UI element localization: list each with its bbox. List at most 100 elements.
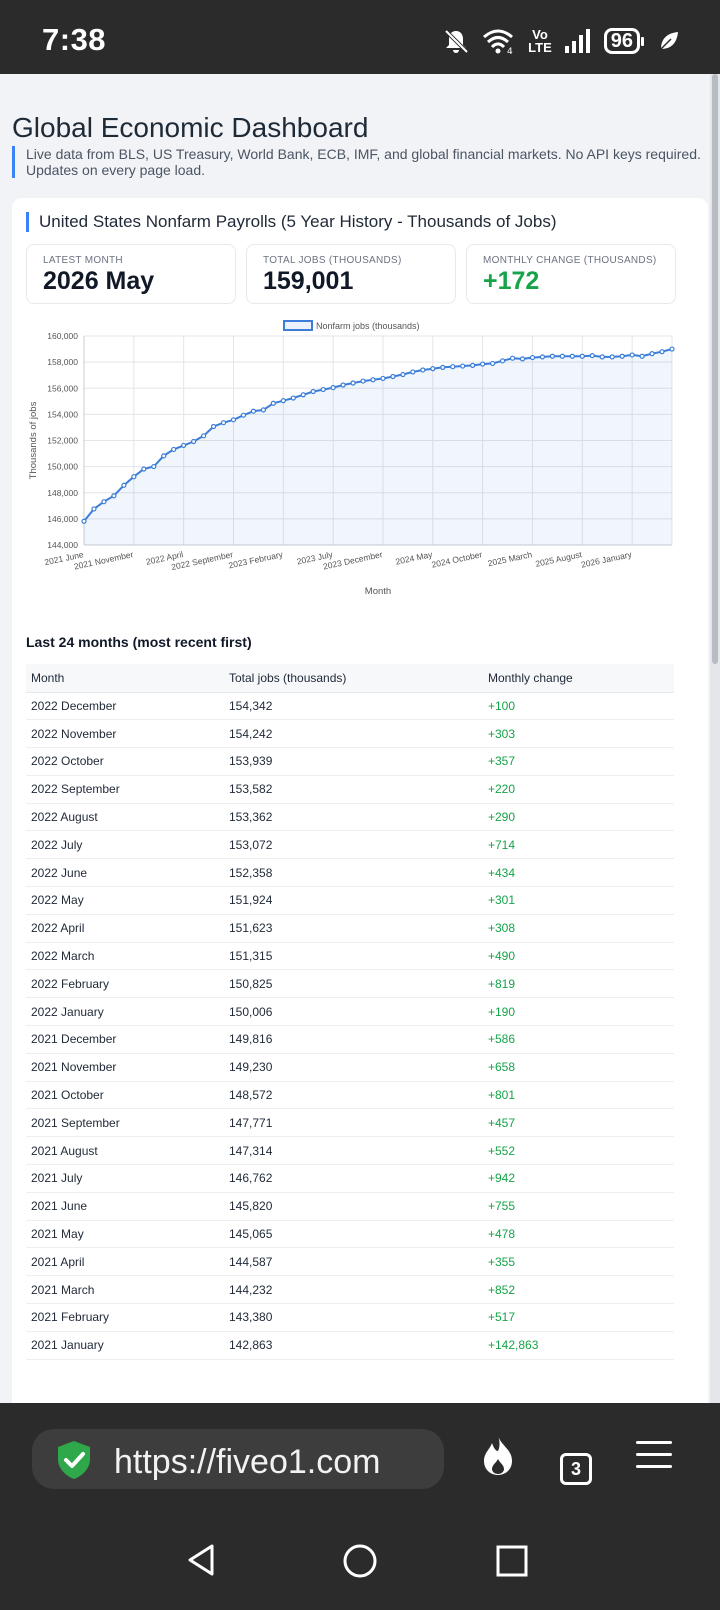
scrollbar-thumb[interactable] <box>712 74 718 664</box>
cell-total: 153,939 <box>224 747 483 776</box>
cell-total: 149,816 <box>224 1025 483 1054</box>
cell-month: 2022 July <box>26 830 224 860</box>
stat-label: LATEST MONTH <box>43 255 123 266</box>
cell-month: 2022 March <box>26 942 224 971</box>
table-row: 2021 January 142,863 +142,863 <box>26 1331 674 1360</box>
data-point <box>450 364 456 370</box>
table-row: 2022 January 150,006 +190 <box>26 997 674 1027</box>
data-point <box>290 395 296 401</box>
stat-value: 2026 May <box>43 267 155 295</box>
tab-count-button[interactable]: 3 <box>560 1453 592 1485</box>
stat-latest-month: LATEST MONTH 2026 May <box>26 244 236 304</box>
cell-total: 152,358 <box>224 858 483 888</box>
data-point <box>171 446 177 453</box>
back-icon[interactable] <box>186 1543 216 1577</box>
cell-total: 145,820 <box>224 1192 483 1221</box>
cell-change: +478 <box>483 1220 674 1249</box>
data-point <box>499 358 506 364</box>
url-bar[interactable]: https://fiveo1.com <box>32 1429 444 1489</box>
cell-change: +303 <box>483 719 674 749</box>
cell-change: +457 <box>483 1108 674 1138</box>
data-point <box>310 388 316 395</box>
fire-icon[interactable] <box>478 1433 518 1477</box>
table-row: 2022 October 153,939 +357 <box>26 747 674 776</box>
stat-value: +172 <box>483 267 540 295</box>
table-title: Last 24 months (most recent first) <box>26 634 252 650</box>
data-point <box>380 375 386 382</box>
cell-month: 2022 January <box>26 997 224 1027</box>
leaf-icon <box>660 32 678 50</box>
stat-monthly-change: MONTHLY CHANGE (THOUSANDS) +172 <box>466 244 676 304</box>
cell-month: 2021 January <box>26 1331 224 1360</box>
x-tick-label: 2023 February <box>228 549 285 570</box>
x-tick-label: 2024 May <box>395 549 434 567</box>
status-bar: 7:38 4 Vo LTE 96 <box>0 0 720 74</box>
stat-value: 159,001 <box>263 267 354 295</box>
cell-change: +355 <box>483 1247 674 1277</box>
recents-icon[interactable] <box>496 1545 528 1577</box>
table-row: 2021 April 144,587 +355 <box>26 1247 674 1277</box>
page-title: Global Economic Dashboard <box>12 112 369 143</box>
data-point <box>111 493 117 499</box>
cell-month: 2021 February <box>26 1303 224 1332</box>
table-row: 2021 October 148,572 +801 <box>26 1081 674 1110</box>
table-row: 2022 November 154,242 +303 <box>26 719 674 749</box>
stat-total-jobs: TOTAL JOBS (THOUSANDS) 159,001 <box>246 244 456 304</box>
cell-month: 2021 April <box>26 1247 224 1277</box>
cell-total: 146,762 <box>224 1164 483 1193</box>
browser-toolbar: https://fiveo1.com <box>0 1403 720 1513</box>
stat-label: TOTAL JOBS (THOUSANDS) <box>263 255 402 266</box>
data-point <box>539 354 546 360</box>
volte-icon: Vo LTE <box>528 27 552 55</box>
cell-month: 2022 June <box>26 858 224 888</box>
data-point <box>151 463 157 470</box>
table-row: 2022 March 151,315 +490 <box>26 942 674 971</box>
cell-change: +517 <box>483 1303 674 1332</box>
cell-change: +755 <box>483 1192 674 1221</box>
legend-label: Nonfarm jobs (thousands) <box>316 321 420 331</box>
table-row: 2021 December 149,816 +586 <box>26 1025 674 1054</box>
data-point <box>589 352 595 359</box>
cell-change: +490 <box>483 942 674 971</box>
y-tick-label: 156,000 <box>47 383 78 393</box>
x-tick-label: 2025 March <box>487 549 533 568</box>
cell-total: 148,572 <box>224 1081 483 1110</box>
x-tick-label: 2026 January <box>580 549 633 570</box>
cell-change: +357 <box>483 747 674 776</box>
data-point <box>400 371 406 378</box>
y-tick-label: 158,000 <box>47 357 78 367</box>
cell-total: 147,314 <box>224 1136 483 1166</box>
data-point <box>360 378 366 384</box>
cell-total: 150,006 <box>224 997 483 1027</box>
y-tick-label: 146,000 <box>47 514 78 524</box>
home-icon[interactable] <box>342 1543 378 1579</box>
data-point <box>280 398 286 404</box>
cell-total: 144,587 <box>224 1247 483 1277</box>
data-point <box>669 346 675 352</box>
table-row: 2022 September 153,582 +220 <box>26 775 674 804</box>
data-point <box>619 353 625 359</box>
data-point <box>549 353 556 359</box>
cell-change: +852 <box>483 1275 674 1305</box>
cell-month: 2022 April <box>26 914 224 943</box>
menu-icon[interactable] <box>636 1439 672 1469</box>
y-tick-label: 144,000 <box>47 540 78 550</box>
cell-change: +819 <box>483 969 674 999</box>
data-point <box>300 392 306 398</box>
data-point <box>390 373 396 380</box>
column-header-change: Monthly change <box>483 664 674 693</box>
column-header-total: Total jobs (thousands) <box>224 664 483 693</box>
table-row: 2021 May 145,065 +478 <box>26 1220 674 1249</box>
data-point <box>470 362 476 368</box>
cell-change: +552 <box>483 1136 674 1166</box>
cell-total: 150,825 <box>224 969 483 999</box>
scrollbar[interactable] <box>710 74 720 1403</box>
data-point <box>240 412 247 418</box>
data-point <box>579 353 585 359</box>
data-point <box>191 438 197 445</box>
cell-month: 2022 February <box>26 969 224 999</box>
cell-total: 151,315 <box>224 942 483 971</box>
svg-text:4: 4 <box>507 47 513 55</box>
cell-change: +142,863 <box>483 1331 674 1360</box>
data-point <box>141 466 147 472</box>
